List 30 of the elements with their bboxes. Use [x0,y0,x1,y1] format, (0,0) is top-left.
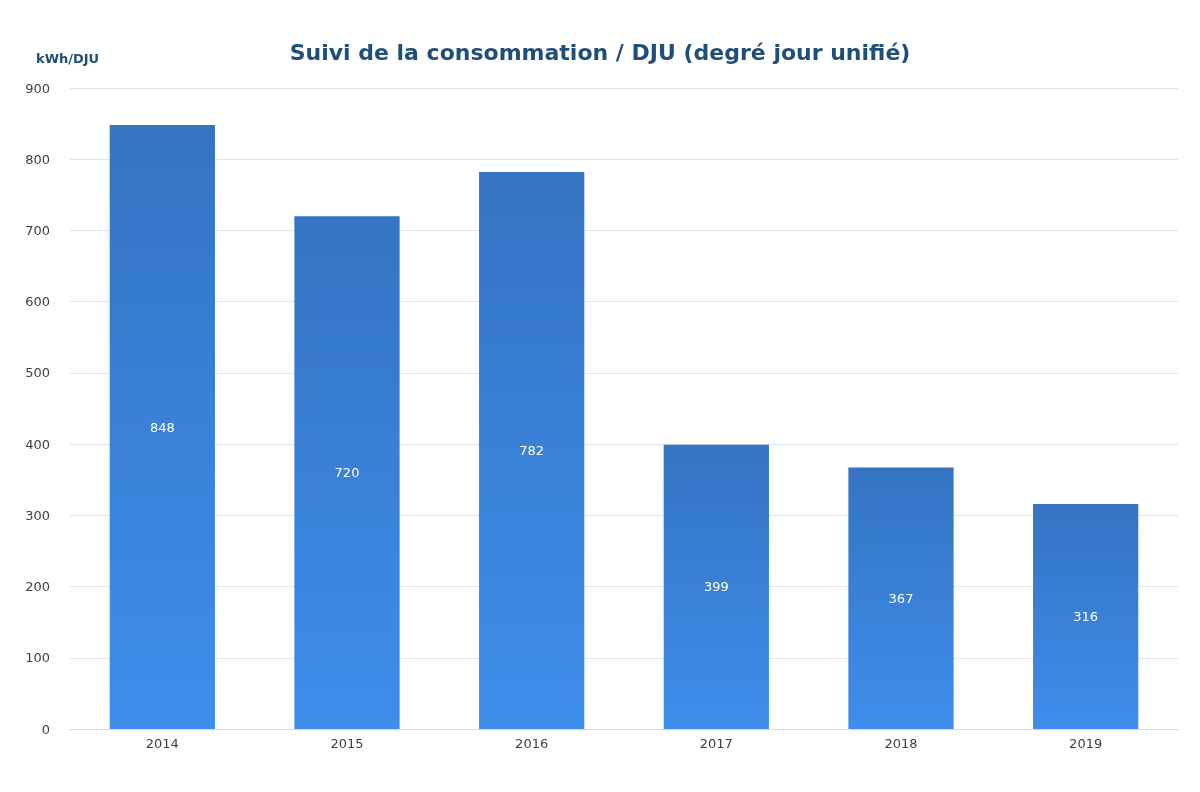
data-label: 720 [334,465,360,481]
x-tick-label: 2018 [884,736,918,751]
data-label: 782 [519,443,545,459]
x-tick-label: 2014 [145,736,179,751]
chart-title: Suivi de la consommation / DJU (degré jour unifié) [289,39,911,65]
y-tick-label: 200 [25,579,50,595]
y-tick-label: 800 [25,151,50,167]
bar [1033,503,1139,729]
x-tick-label: 2016 [515,736,549,751]
bar [663,444,769,729]
data-label: 316 [1073,608,1099,624]
y-tick-label: 500 [25,365,50,381]
bar [294,216,400,729]
y-tick-label: 600 [25,294,50,310]
x-tick-label: 2019 [1069,736,1103,751]
data-label: 367 [888,590,914,606]
y-axis-title: kWh/DJU [36,51,100,66]
bar [848,467,954,729]
x-tick-label: 2017 [699,736,733,751]
y-tick-label: 400 [25,436,50,452]
data-label: 399 [703,579,729,595]
y-tick-label: 100 [25,650,50,666]
y-tick-label: 300 [25,507,50,523]
data-label: 848 [149,419,175,435]
x-tick-label: 2015 [330,736,364,751]
y-tick-label: 700 [25,222,50,238]
y-tick-label: 900 [25,80,50,96]
y-tick-label: 0 [41,721,50,737]
bar [479,172,585,729]
bar [109,125,215,729]
